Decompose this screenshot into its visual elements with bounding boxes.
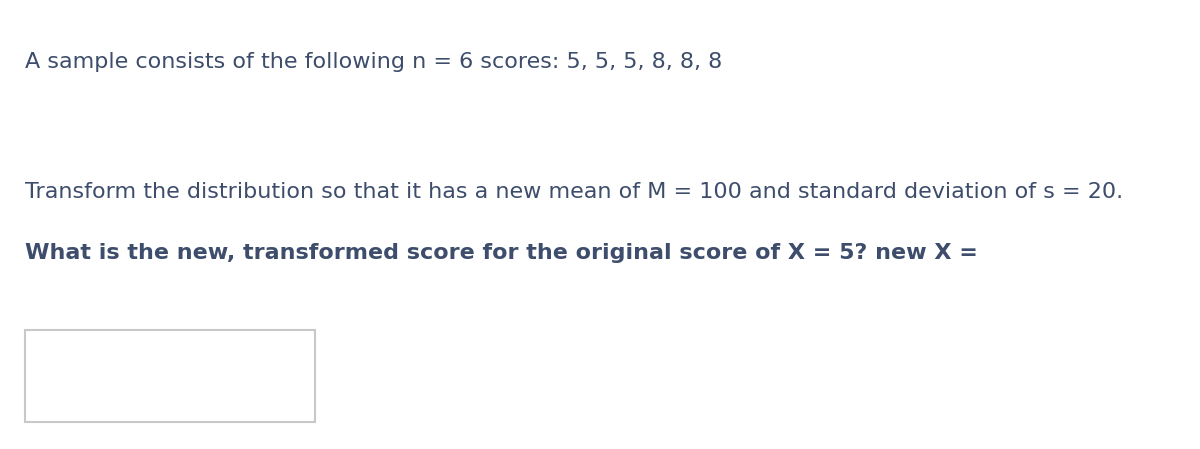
FancyBboxPatch shape xyxy=(25,330,314,422)
Text: Transform the distribution so that it has a new mean of M = 100 and standard dev: Transform the distribution so that it ha… xyxy=(25,182,1123,202)
Text: What is the new, transformed score for the original score of X = 5? new X =: What is the new, transformed score for t… xyxy=(25,243,978,263)
Text: A sample consists of the following n = 6 scores: 5, 5, 5, 8, 8, 8: A sample consists of the following n = 6… xyxy=(25,52,722,72)
